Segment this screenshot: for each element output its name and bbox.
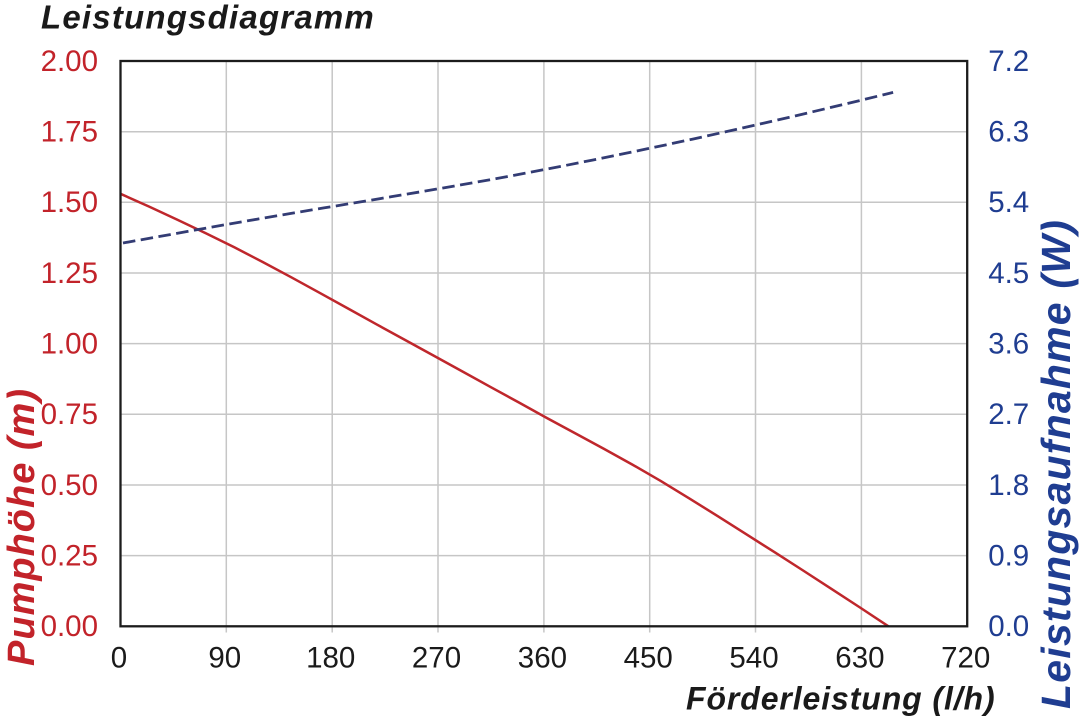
- svg-text:180: 180: [306, 641, 355, 674]
- svg-text:1.25: 1.25: [41, 257, 98, 290]
- svg-text:90: 90: [208, 641, 241, 674]
- svg-text:Förderleistung (l/h): Förderleistung (l/h): [686, 681, 996, 717]
- svg-text:Leistungsaufnahme (W): Leistungsaufnahme (W): [1033, 219, 1079, 709]
- svg-text:0.0: 0.0: [988, 610, 1029, 643]
- svg-text:540: 540: [729, 641, 778, 674]
- svg-text:2.00: 2.00: [41, 45, 98, 78]
- svg-text:0.00: 0.00: [41, 610, 98, 643]
- svg-text:6.3: 6.3: [988, 116, 1029, 149]
- svg-text:0.9: 0.9: [988, 540, 1029, 573]
- svg-text:7.2: 7.2: [988, 45, 1029, 78]
- svg-text:1.00: 1.00: [41, 328, 98, 361]
- svg-text:0: 0: [111, 641, 127, 674]
- svg-text:1.50: 1.50: [41, 186, 98, 219]
- svg-text:450: 450: [624, 641, 673, 674]
- svg-text:5.4: 5.4: [988, 186, 1029, 219]
- svg-text:270: 270: [412, 641, 461, 674]
- svg-text:2.7: 2.7: [988, 398, 1029, 431]
- svg-text:0.25: 0.25: [41, 540, 98, 573]
- svg-text:1.8: 1.8: [988, 469, 1029, 502]
- svg-text:0.50: 0.50: [41, 469, 98, 502]
- svg-text:3.6: 3.6: [988, 328, 1029, 361]
- svg-text:1.75: 1.75: [41, 116, 98, 149]
- svg-text:360: 360: [518, 641, 567, 674]
- svg-text:0.75: 0.75: [41, 398, 98, 431]
- svg-text:720: 720: [941, 641, 990, 674]
- svg-text:Pumphöhe (m): Pumphöhe (m): [1, 388, 43, 666]
- svg-text:630: 630: [835, 641, 884, 674]
- svg-text:4.5: 4.5: [988, 257, 1029, 290]
- svg-text:Leistungsdiagramm: Leistungsdiagramm: [41, 0, 375, 36]
